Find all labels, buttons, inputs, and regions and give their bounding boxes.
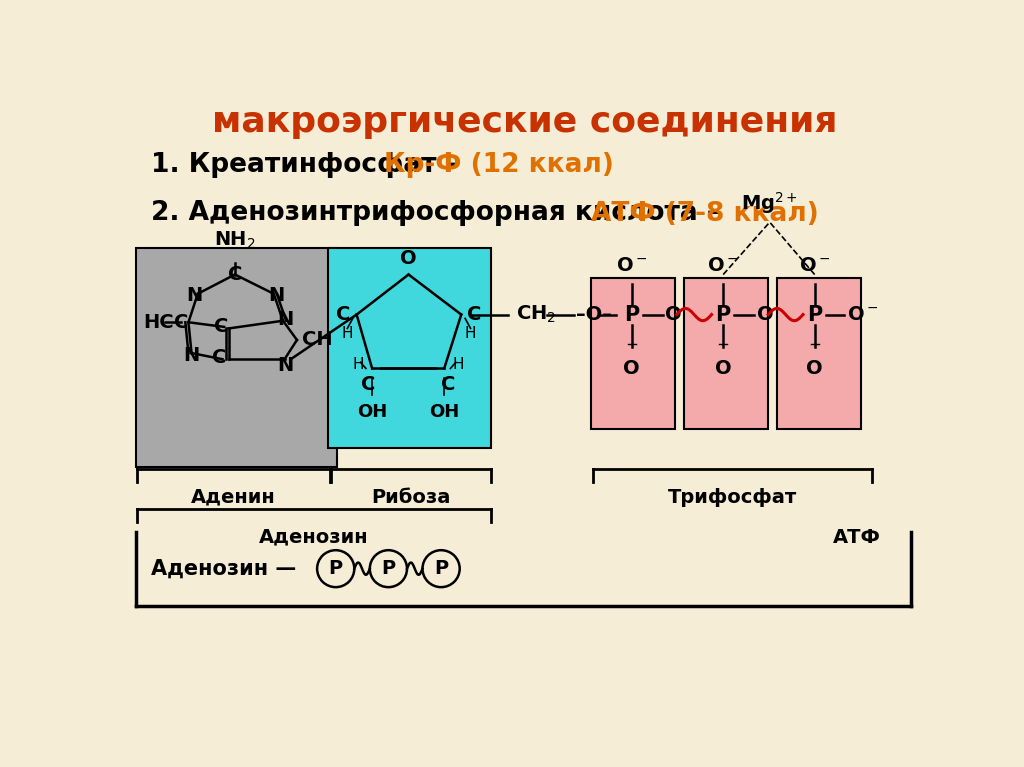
Text: O: O	[806, 359, 823, 378]
Text: C: C	[212, 348, 226, 367]
Text: O: O	[624, 359, 640, 378]
Text: H: H	[352, 357, 364, 372]
Text: P: P	[329, 559, 343, 578]
Text: C: C	[467, 305, 482, 324]
Text: Аденин: Аденин	[191, 488, 275, 507]
Text: H: H	[465, 326, 476, 341]
Text: 2. Аденозинтрифосфорная кислота –: 2. Аденозинтрифосфорная кислота –	[152, 200, 729, 226]
Bar	[136, 248, 337, 467]
Text: N: N	[183, 346, 200, 365]
Text: Трифосфат: Трифосфат	[668, 488, 797, 507]
Text: C: C	[336, 305, 350, 324]
Text: макроэргические соединения: макроэргические соединения	[212, 105, 838, 139]
Text: O$^-$: O$^-$	[616, 255, 647, 275]
Text: P: P	[434, 559, 449, 578]
Text: Рибоза: Рибоза	[371, 488, 451, 507]
Text: C: C	[441, 374, 456, 393]
Bar	[777, 278, 861, 429]
Text: АТФ: АТФ	[833, 528, 881, 547]
Text: P: P	[381, 559, 395, 578]
Text: H: H	[342, 326, 353, 341]
Text: Кр-Ф (12 ккал): Кр-Ф (12 ккал)	[384, 152, 613, 178]
Text: H: H	[453, 357, 464, 372]
Text: O: O	[715, 359, 731, 378]
Bar	[592, 278, 675, 429]
Text: O$^-$: O$^-$	[799, 255, 830, 275]
Text: N: N	[278, 356, 294, 375]
Text: C: C	[214, 318, 228, 337]
Text: 1. Креатинфосфат –: 1. Креатинфосфат –	[152, 152, 468, 178]
Text: OH: OH	[357, 403, 387, 421]
Text: CH$_2$: CH$_2$	[515, 304, 556, 325]
Text: АТФ (7-8 ккал): АТФ (7-8 ккал)	[592, 202, 819, 228]
Text: O: O	[400, 249, 417, 268]
Text: C: C	[173, 313, 187, 332]
Text: CH: CH	[302, 331, 333, 350]
Text: N: N	[268, 286, 285, 304]
Text: O: O	[757, 305, 773, 324]
Text: P: P	[807, 304, 822, 324]
Text: C: C	[361, 374, 376, 393]
Text: O$^-$: O$^-$	[847, 305, 879, 324]
Text: P: P	[716, 304, 731, 324]
Text: N: N	[185, 286, 202, 304]
Text: Mg$^{2+}$: Mg$^{2+}$	[741, 190, 798, 216]
Text: C: C	[227, 265, 242, 284]
Text: –O–: –O–	[575, 305, 611, 324]
Text: P: P	[624, 304, 639, 324]
Text: OH: OH	[429, 403, 460, 421]
Bar	[328, 248, 490, 448]
Text: O$^-$: O$^-$	[708, 255, 739, 275]
Text: N: N	[278, 310, 294, 329]
Text: HC: HC	[143, 313, 174, 332]
Text: Аденозин —: Аденозин —	[152, 558, 297, 578]
Bar	[684, 278, 768, 429]
Text: Аденозин: Аденозин	[259, 528, 369, 547]
Text: O: O	[665, 305, 682, 324]
Text: NH$_2$: NH$_2$	[214, 230, 256, 252]
